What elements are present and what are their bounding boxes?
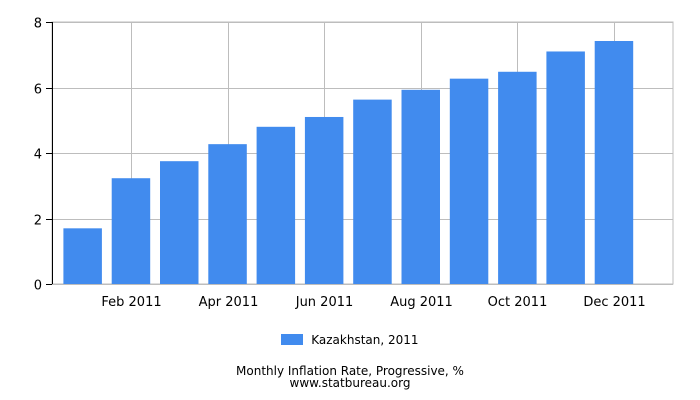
x-tick-label: Jun 2011: [295, 295, 354, 310]
chart: 0 2 4 6 8 Feb 2011 Apr 2011 Jun 2011 Aug 2011 Oc…: [34, 17, 674, 310]
legend: Kazakhstan, 2011: [0, 333, 700, 347]
x-tick-label: Apr 2011: [199, 295, 259, 310]
y-tick-label: 4: [34, 148, 42, 163]
chart-title: Monthly Inflation Rate, Progressive, %: [236, 364, 464, 378]
y-tick-label: 6: [34, 83, 42, 98]
bar: [160, 161, 199, 284]
bar: [401, 89, 440, 284]
bar: [498, 71, 537, 284]
bar: [208, 144, 247, 284]
y-tick-label: 8: [34, 17, 42, 32]
y-tick-label: 2: [34, 214, 42, 229]
x-tick-label: Oct 2011: [488, 295, 548, 310]
bar: [111, 178, 151, 284]
bar: [546, 51, 585, 284]
bars: [63, 40, 634, 285]
x-ticks: Feb 2011 Apr 2011 Jun 2011 Aug 2011 Oct 2011…: [101, 295, 645, 310]
bar: [353, 99, 392, 285]
bar: [594, 40, 634, 285]
bar: [256, 126, 296, 284]
legend-swatch: [281, 334, 304, 345]
legend-label: Kazakhstan, 2011: [311, 333, 419, 347]
axes: [46, 22, 53, 285]
bar: [449, 78, 489, 284]
x-tick-label: Aug 2011: [390, 295, 453, 310]
x-tick-label: Feb 2011: [101, 295, 161, 310]
chart-subtitle: www.statbureau.org: [289, 376, 411, 390]
y-ticks: 0 2 4 6 8: [34, 17, 42, 294]
x-tick-label: Dec 2011: [583, 295, 645, 310]
bar: [304, 116, 344, 284]
y-tick-label: 0: [34, 279, 42, 294]
bar: [63, 228, 102, 284]
